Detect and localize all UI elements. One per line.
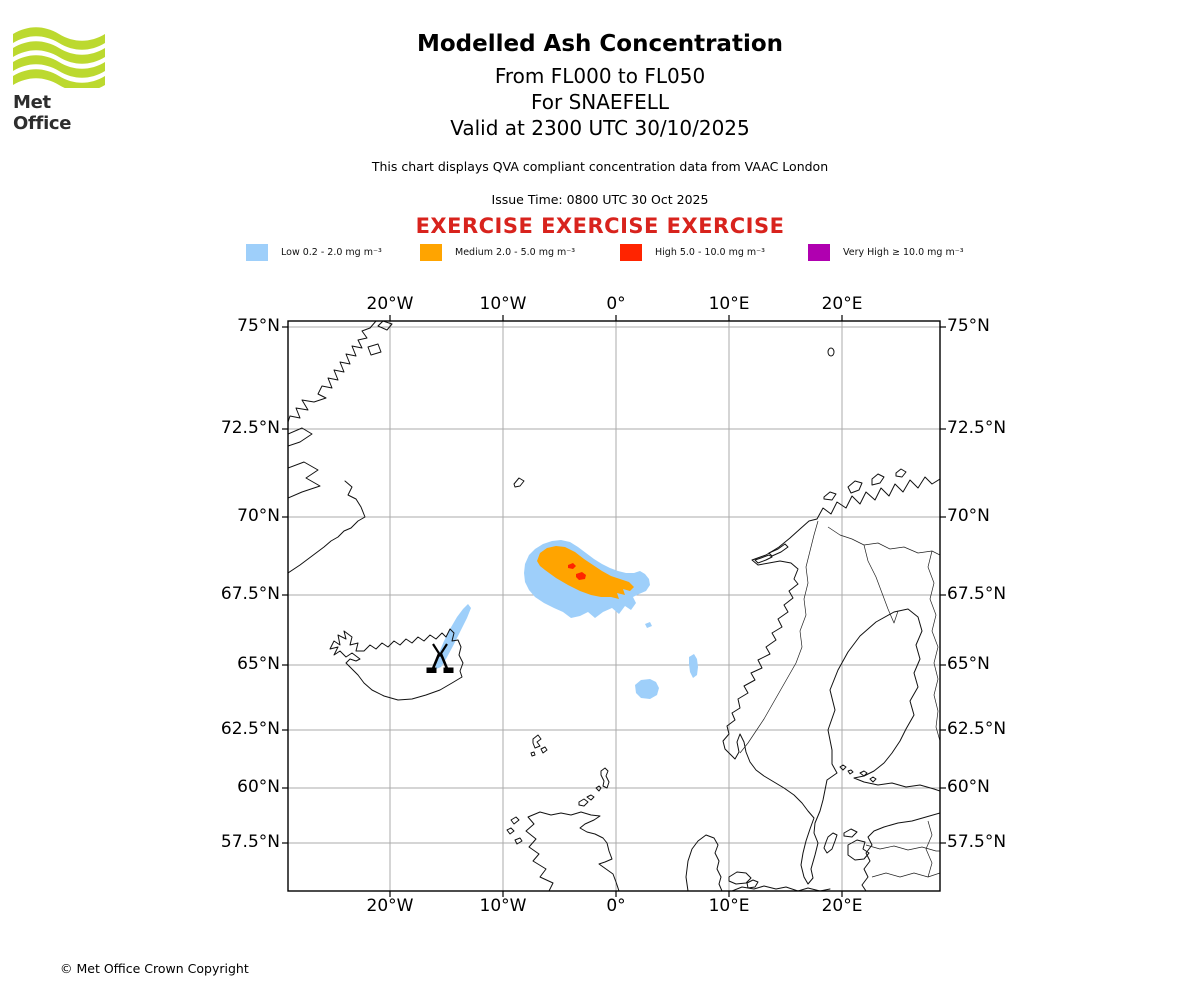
ash-high-spot — [568, 563, 576, 569]
y-tick-label: 57.5°N — [220, 832, 280, 852]
y-tick-label: 70°N — [237, 506, 280, 526]
x-tick-label: 20°W — [366, 294, 414, 314]
logo-waves-icon — [13, 27, 105, 92]
legend-label: High 5.0 - 10.0 mg m⁻³ — [655, 246, 765, 258]
y-tick-label: 60°N — [237, 777, 280, 797]
x-tick-label: 10°W — [479, 294, 527, 314]
y-tick-label: 67.5°N — [947, 584, 1007, 604]
volcano-marker — [426, 643, 454, 673]
y-tick-label: 65°N — [237, 654, 280, 674]
legend-item: High 5.0 - 10.0 mg m⁻³ — [620, 243, 765, 261]
map-frame — [287, 320, 941, 892]
x-tick-label: 20°E — [821, 294, 863, 314]
y-tick-label: 72.5°N — [220, 418, 280, 438]
y-tick-label: 72.5°N — [947, 418, 1007, 438]
x-tick-label: 10°W — [479, 896, 527, 916]
ash-high-spot — [576, 572, 586, 580]
y-tick-label: 60°N — [947, 777, 990, 797]
ash-medium-area — [537, 546, 634, 599]
y-tick-label: 75°N — [237, 316, 280, 336]
axis-ticks — [282, 315, 946, 897]
ash-plume — [435, 540, 698, 699]
coastlines — [288, 321, 940, 891]
logo-wordmark: Met Office — [13, 92, 72, 134]
y-tick-label: 75°N — [947, 316, 990, 336]
x-tick-label: 10°E — [708, 294, 750, 314]
page-title: Modelled Ash Concentration — [416, 31, 784, 57]
volcano-line: For SNAEFELL — [530, 90, 669, 114]
legend-label: Very High ≥ 10.0 mg m⁻³ — [843, 246, 964, 258]
met-office-logo: Met Office — [13, 26, 113, 134]
country-borders — [739, 520, 940, 878]
x-tick-label: 20°E — [821, 896, 863, 916]
issue-time: Issue Time: 0800 UTC 30 Oct 2025 — [491, 192, 709, 207]
legend-label: Medium 2.0 - 5.0 mg m⁻³ — [455, 246, 576, 258]
ash-low-patch — [645, 622, 652, 628]
copyright-text: © Met Office Crown Copyright — [60, 961, 249, 976]
exercise-banner: EXERCISE EXERCISE EXERCISE — [415, 214, 785, 238]
legend-label: Low 0.2 - 2.0 mg m⁻³ — [281, 246, 382, 258]
x-tick-label: 0° — [606, 294, 626, 314]
y-tick-label: 70°N — [947, 506, 990, 526]
y-tick-label: 67.5°N — [220, 584, 280, 604]
y-tick-label: 57.5°N — [947, 832, 1007, 852]
valid-time-line: Valid at 2300 UTC 30/10/2025 — [450, 116, 750, 140]
legend-swatch — [246, 243, 268, 261]
x-tick-label: 0° — [606, 896, 626, 916]
legend-item: Medium 2.0 - 5.0 mg m⁻³ — [420, 243, 575, 261]
flight-level-line: From FL000 to FL050 — [494, 64, 706, 88]
legend-swatch — [808, 243, 830, 261]
ash-low-patch — [689, 654, 698, 678]
legend-item: Low 0.2 - 2.0 mg m⁻³ — [246, 243, 382, 261]
ash-low-patch — [635, 679, 659, 699]
y-tick-label: 62.5°N — [947, 719, 1007, 739]
x-tick-label: 10°E — [708, 896, 750, 916]
map-canvas — [282, 315, 946, 897]
y-tick-label: 65°N — [947, 654, 990, 674]
y-tick-label: 62.5°N — [220, 719, 280, 739]
legend-item: Very High ≥ 10.0 mg m⁻³ — [808, 243, 964, 261]
qva-note: This chart displays QVA compliant concen… — [371, 159, 829, 174]
graticule-grid — [288, 321, 940, 891]
x-tick-label: 20°W — [366, 896, 414, 916]
legend-swatch — [420, 243, 442, 261]
legend-swatch — [620, 243, 642, 261]
